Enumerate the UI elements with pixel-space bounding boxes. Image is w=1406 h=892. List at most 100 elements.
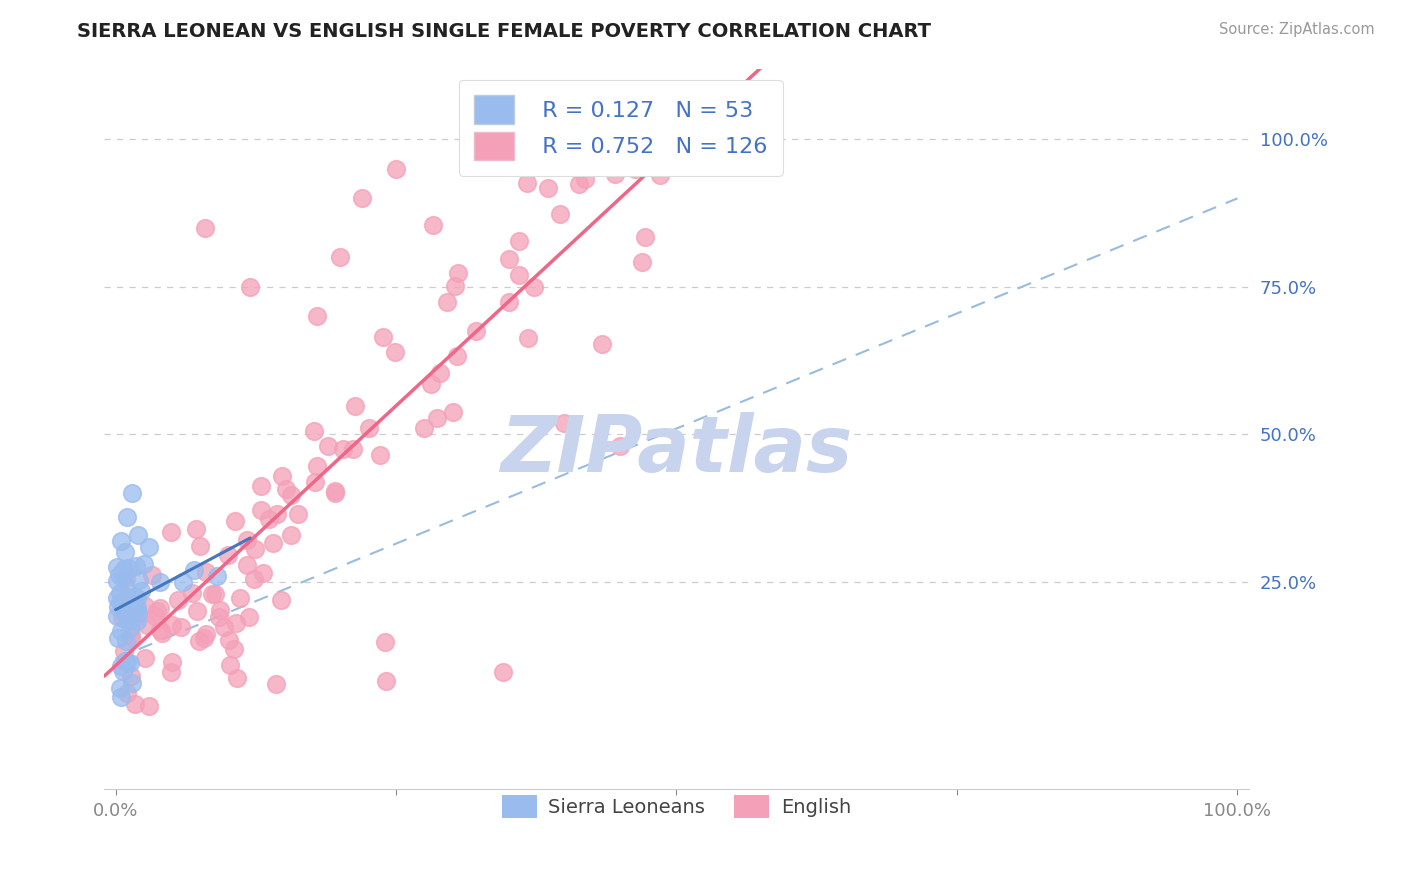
Point bbox=[648, 168, 671, 182]
Point bbox=[117, 598, 139, 612]
Point bbox=[492, 665, 515, 679]
Point bbox=[120, 610, 142, 624]
Point bbox=[127, 528, 149, 542]
Point bbox=[225, 671, 247, 685]
Point bbox=[107, 632, 129, 646]
Point bbox=[114, 654, 136, 668]
Point bbox=[115, 510, 138, 524]
Point bbox=[105, 591, 128, 605]
Point bbox=[212, 620, 235, 634]
Point bbox=[323, 484, 346, 499]
Point bbox=[523, 280, 546, 294]
Point bbox=[107, 560, 129, 574]
Point bbox=[107, 600, 129, 615]
Point bbox=[112, 664, 135, 678]
Point bbox=[209, 603, 232, 617]
Point bbox=[384, 345, 406, 359]
Point bbox=[110, 594, 132, 608]
Point bbox=[624, 161, 647, 176]
Point bbox=[239, 280, 262, 294]
Point bbox=[120, 620, 142, 634]
Point bbox=[225, 615, 247, 630]
Point bbox=[270, 469, 292, 483]
Point bbox=[205, 569, 228, 583]
Point bbox=[634, 230, 657, 244]
Legend: Sierra Leoneans, English: Sierra Leoneans, English bbox=[494, 788, 859, 826]
Point bbox=[115, 656, 138, 670]
Point bbox=[665, 132, 688, 146]
Point bbox=[121, 676, 143, 690]
Point bbox=[181, 585, 204, 599]
Point bbox=[138, 698, 160, 713]
Point bbox=[141, 567, 163, 582]
Point bbox=[429, 366, 451, 380]
Point bbox=[160, 655, 183, 669]
Point bbox=[598, 159, 620, 173]
Point bbox=[574, 172, 596, 186]
Point bbox=[124, 697, 146, 711]
Point bbox=[264, 677, 287, 691]
Point bbox=[243, 542, 266, 557]
Point bbox=[125, 591, 148, 606]
Point bbox=[342, 442, 364, 456]
Point bbox=[609, 439, 631, 453]
Point bbox=[228, 591, 250, 605]
Point bbox=[128, 574, 150, 588]
Point bbox=[201, 587, 224, 601]
Point bbox=[307, 458, 329, 473]
Point bbox=[419, 377, 441, 392]
Point bbox=[120, 593, 142, 607]
Point bbox=[184, 522, 207, 536]
Point bbox=[122, 590, 145, 604]
Point bbox=[465, 324, 488, 338]
Point bbox=[359, 420, 381, 434]
Point bbox=[508, 268, 530, 282]
Point bbox=[614, 103, 637, 117]
Point bbox=[110, 533, 132, 548]
Point bbox=[443, 279, 465, 293]
Point bbox=[121, 598, 143, 612]
Point bbox=[329, 251, 352, 265]
Point bbox=[498, 252, 520, 267]
Point bbox=[236, 558, 259, 573]
Point bbox=[250, 502, 273, 516]
Text: SIERRA LEONEAN VS ENGLISH SINGLE FEMALE POVERTY CORRELATION CHART: SIERRA LEONEAN VS ENGLISH SINGLE FEMALE … bbox=[77, 22, 931, 41]
Point bbox=[105, 574, 128, 589]
Point bbox=[125, 601, 148, 615]
Point bbox=[631, 255, 654, 269]
Point bbox=[111, 610, 134, 624]
Point bbox=[662, 112, 685, 127]
Point bbox=[517, 331, 540, 345]
Point bbox=[105, 608, 128, 623]
Point bbox=[287, 507, 309, 521]
Point bbox=[108, 586, 131, 600]
Point bbox=[252, 566, 274, 580]
Point bbox=[114, 545, 136, 559]
Point bbox=[186, 604, 208, 618]
Point bbox=[115, 686, 138, 700]
Point bbox=[115, 571, 138, 585]
Point bbox=[436, 295, 458, 310]
Point bbox=[120, 630, 142, 644]
Point bbox=[498, 294, 520, 309]
Point bbox=[110, 690, 132, 704]
Point bbox=[323, 485, 346, 500]
Point bbox=[114, 578, 136, 592]
Point bbox=[304, 424, 326, 438]
Point bbox=[120, 627, 142, 641]
Point bbox=[332, 442, 354, 456]
Point bbox=[250, 479, 273, 493]
Point bbox=[111, 595, 134, 609]
Point bbox=[217, 548, 239, 562]
Point bbox=[115, 590, 138, 604]
Point bbox=[149, 623, 172, 637]
Point bbox=[208, 610, 231, 624]
Point bbox=[568, 177, 591, 191]
Point bbox=[110, 659, 132, 673]
Point bbox=[193, 632, 215, 646]
Point bbox=[138, 540, 160, 554]
Point bbox=[112, 564, 135, 578]
Point bbox=[124, 600, 146, 615]
Point bbox=[117, 613, 139, 627]
Point bbox=[134, 599, 156, 613]
